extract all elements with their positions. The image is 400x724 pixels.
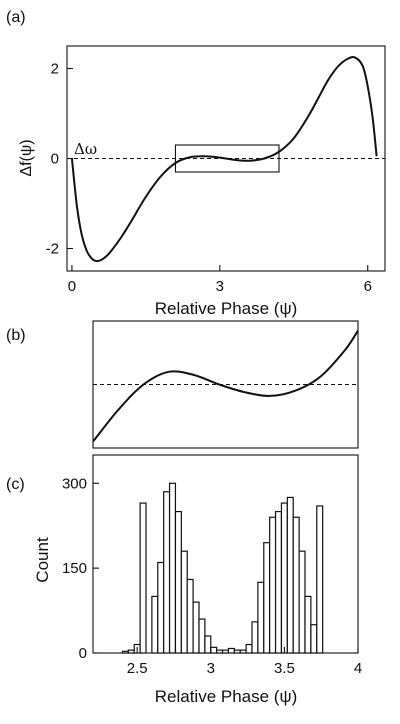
histogram-bar <box>269 516 277 654</box>
histogram-bar <box>151 595 159 654</box>
y-tick-label-c: 300 <box>62 475 87 492</box>
histogram-bar <box>192 601 200 654</box>
histogram-bar <box>157 561 165 654</box>
histogram-bar <box>227 647 235 654</box>
x-tick-label-c: 3 <box>207 660 215 677</box>
histogram-bar <box>233 649 241 654</box>
histogram-bar <box>245 643 253 654</box>
histogram-bar <box>139 502 147 654</box>
histogram-bar <box>121 650 129 654</box>
histogram-bar <box>198 618 206 654</box>
x-axis-label-c: Relative Phase (ψ) <box>155 687 298 706</box>
histogram-bar <box>274 510 283 654</box>
histogram-bar <box>186 578 194 654</box>
x-tick-label-a: 3 <box>216 278 224 295</box>
histogram-bar <box>310 624 318 654</box>
histogram-bar <box>239 649 247 654</box>
histogram-bar <box>251 621 259 654</box>
x-tick-label-c: 3.5 <box>274 660 295 677</box>
histogram-bar <box>286 496 294 654</box>
zoom-box <box>174 144 280 173</box>
y-tick-label-c: 150 <box>62 560 87 577</box>
histogram-bar <box>180 550 188 654</box>
histogram-bar <box>292 516 300 654</box>
panel-label-a: (a) <box>6 9 26 26</box>
y-axis-label-a: Δf(ψ) <box>18 139 35 176</box>
histogram-bar <box>280 502 288 654</box>
histogram-bar <box>127 649 135 654</box>
histogram-bar <box>298 550 306 654</box>
x-axis-label-a: Relative Phase (ψ) <box>155 299 298 318</box>
panel-label-b: (b) <box>6 327 26 344</box>
series-line-a <box>70 56 378 263</box>
panel-label-c: (c) <box>6 476 25 493</box>
panel-b: (b) <box>6 320 359 449</box>
histogram-bar <box>174 510 182 654</box>
histogram-bar <box>216 649 224 654</box>
y-tick-label-a: -2 <box>46 241 59 258</box>
y-axis-label-c: Count <box>33 537 52 583</box>
x-tick-label-c: 2.5 <box>127 660 148 677</box>
histogram-bar <box>304 595 312 654</box>
histogram-bar <box>168 482 177 654</box>
reference-label-delta-omega: Δω <box>74 140 97 158</box>
histogram-bar <box>163 491 171 654</box>
histogram-bar <box>257 581 265 654</box>
histogram-bar <box>210 646 218 654</box>
x-tick-label-a: 0 <box>68 278 76 295</box>
histogram-bar <box>204 635 212 654</box>
y-tick-label-c: 0 <box>79 645 87 662</box>
y-tick-label-a: 0 <box>51 151 59 168</box>
y-tick-label-a: 2 <box>51 61 59 78</box>
panel-a: (a) Δω 0 3 6 2 0 -2 Relative Phase (ψ) Δf(ψ) <box>6 9 386 318</box>
x-tick-label-a: 6 <box>364 278 372 295</box>
histogram-bar <box>263 542 271 654</box>
histogram-bar <box>316 505 324 654</box>
x-tick-label-c: 4 <box>354 660 362 677</box>
histogram-bar <box>221 649 230 654</box>
series-line-b <box>92 329 359 443</box>
